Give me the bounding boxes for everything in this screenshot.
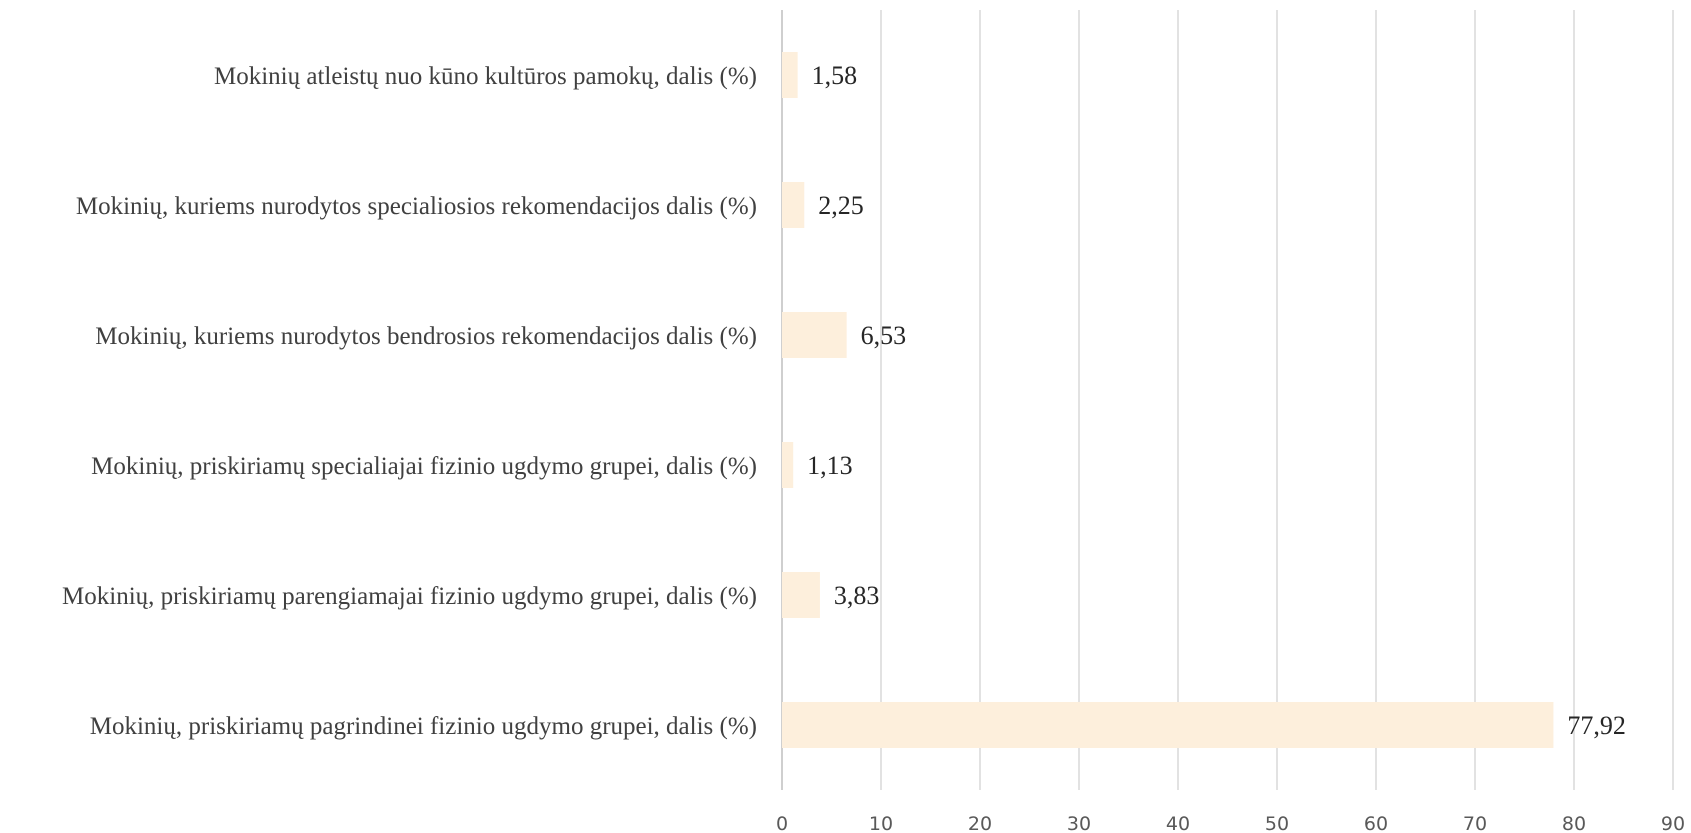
category-label: Mokinių, kuriems nurodytos specialiosios… bbox=[76, 193, 757, 220]
x-tick-label: 60 bbox=[1364, 813, 1388, 833]
x-tick-label: 50 bbox=[1265, 813, 1289, 833]
x-tick-labels: 0 10 20 30 40 50 60 70 80 90 bbox=[776, 813, 1685, 833]
category-label: Mokinių, priskiriamų specialiajai fizini… bbox=[91, 453, 757, 480]
gridlines bbox=[880, 10, 1674, 790]
x-tick-label: 90 bbox=[1661, 813, 1685, 833]
x-tick-label: 40 bbox=[1166, 813, 1190, 833]
data-label: 77,92 bbox=[1567, 711, 1626, 740]
data-label: 3,83 bbox=[834, 581, 880, 610]
bar bbox=[782, 572, 820, 618]
x-tick-label: 30 bbox=[1067, 813, 1091, 833]
bar bbox=[782, 702, 1554, 748]
x-tick-label: 10 bbox=[869, 813, 893, 833]
data-label: 6,53 bbox=[861, 321, 907, 350]
bar bbox=[782, 52, 798, 98]
data-label: 1,58 bbox=[812, 61, 858, 90]
bar bbox=[782, 312, 847, 358]
x-tick-label: 20 bbox=[968, 813, 992, 833]
category-label: Mokinių, priskiriamų parengiamajai fizin… bbox=[62, 583, 757, 610]
data-label: 2,25 bbox=[818, 191, 864, 220]
x-tick-label: 80 bbox=[1562, 813, 1586, 833]
category-label: Mokinių, priskiriamų pagrindinei fizinio… bbox=[90, 713, 757, 740]
data-labels: 1,58 2,25 6,53 1,13 3,83 77,92 bbox=[807, 61, 1626, 740]
bar bbox=[782, 442, 794, 488]
category-labels: Mokinių atleistų nuo kūno kultūros pamok… bbox=[62, 63, 757, 740]
x-tick-label: 70 bbox=[1463, 813, 1487, 833]
category-label: Mokinių atleistų nuo kūno kultūros pamok… bbox=[214, 63, 757, 90]
bars bbox=[782, 52, 1554, 748]
category-label: Mokinių, kuriems nurodytos bendrosios re… bbox=[95, 323, 757, 350]
bar bbox=[782, 182, 805, 228]
x-tick-label: 0 bbox=[776, 813, 788, 833]
data-label: 1,13 bbox=[807, 451, 853, 480]
